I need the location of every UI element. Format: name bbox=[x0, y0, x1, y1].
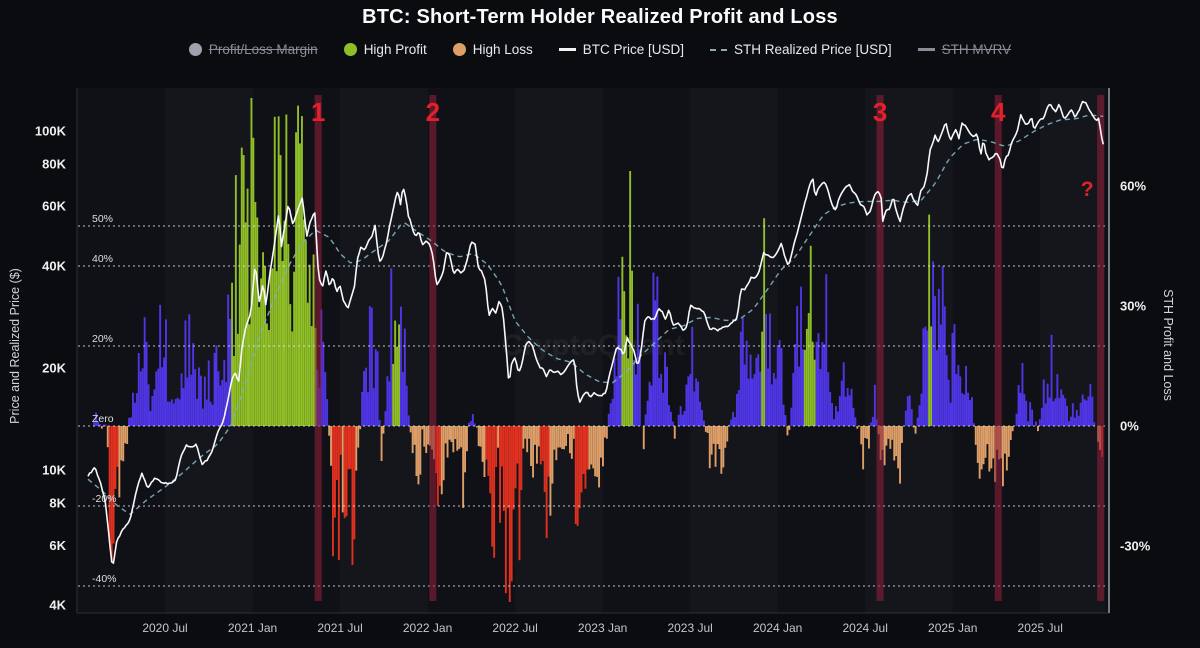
svg-text:-40%: -40% bbox=[92, 573, 117, 585]
svg-text:8K: 8K bbox=[49, 495, 66, 510]
legend-item-label: BTC Price [USD] bbox=[582, 42, 685, 57]
svg-text:20%: 20% bbox=[92, 333, 113, 345]
left-axis-title: Price and Realized Price ($) bbox=[8, 268, 22, 424]
svg-text:2024 Jan: 2024 Jan bbox=[753, 621, 802, 635]
svg-text:2020 Jul: 2020 Jul bbox=[142, 621, 187, 635]
svg-text:60K: 60K bbox=[42, 199, 66, 214]
legend-item-btc-price-usd[interactable]: BTC Price [USD] bbox=[558, 42, 685, 57]
svg-text:40K: 40K bbox=[42, 258, 66, 273]
svg-text:100K: 100K bbox=[35, 124, 67, 139]
svg-text:2022 Jul: 2022 Jul bbox=[492, 621, 537, 635]
svg-text:2023 Jan: 2023 Jan bbox=[578, 621, 627, 635]
legend: Profit/Loss Margin High Profit High Loss BT… bbox=[0, 42, 1200, 57]
event-markers: 1 2 3 4? bbox=[311, 95, 1105, 601]
legend-item-label: STH Realized Price [USD] bbox=[734, 42, 892, 57]
svg-text:1: 1 bbox=[311, 97, 325, 127]
svg-text:2025 Jan: 2025 Jan bbox=[928, 621, 977, 635]
svg-text:6K: 6K bbox=[49, 538, 66, 553]
svg-text:2023 Jul: 2023 Jul bbox=[667, 621, 712, 635]
legend-item-sth-mvrv[interactable]: STH MVRV bbox=[917, 42, 1012, 57]
dashed-line-marker-icon bbox=[710, 48, 728, 51]
svg-text:3: 3 bbox=[873, 97, 887, 127]
svg-text:-30%: -30% bbox=[1120, 539, 1151, 554]
btc-price-line bbox=[87, 100, 1104, 564]
legend-item-sth-realized-price-usd[interactable]: STH Realized Price [USD] bbox=[710, 42, 892, 57]
svg-text:20K: 20K bbox=[42, 361, 66, 376]
legend-item-high-profit[interactable]: High Profit bbox=[343, 42, 427, 57]
svg-text:Zero: Zero bbox=[92, 413, 114, 425]
svg-text:4K: 4K bbox=[49, 598, 66, 613]
legend-item-profit-loss-margin[interactable]: Profit/Loss Margin bbox=[188, 42, 318, 57]
legend-item-high-loss[interactable]: High Loss bbox=[452, 42, 533, 57]
svg-text:?: ? bbox=[1081, 178, 1094, 201]
svg-text:30%: 30% bbox=[1120, 299, 1146, 314]
svg-text:2: 2 bbox=[426, 97, 440, 127]
chart-title: BTC: Short-Term Holder Realized Profit a… bbox=[362, 6, 838, 28]
svg-text:10K: 10K bbox=[42, 463, 66, 478]
price-lines bbox=[87, 100, 1104, 564]
svg-text:2021 Jul: 2021 Jul bbox=[317, 621, 362, 635]
svg-text:80K: 80K bbox=[42, 156, 66, 171]
svg-text:40%: 40% bbox=[92, 253, 113, 265]
right-axis-title: STH Profit and Loss bbox=[1161, 289, 1175, 401]
legend-item-label: High Loss bbox=[472, 42, 533, 57]
svg-text:2025 Jul: 2025 Jul bbox=[1018, 621, 1063, 635]
svg-text:2024 Jul: 2024 Jul bbox=[843, 621, 888, 635]
svg-text:50%: 50% bbox=[92, 213, 113, 225]
circle-marker-icon bbox=[188, 43, 202, 56]
legend-item-label: High Profit bbox=[363, 42, 427, 57]
circle-marker-icon bbox=[452, 43, 466, 56]
svg-text:2021 Jan: 2021 Jan bbox=[228, 621, 277, 635]
legend-item-label: STH MVRV bbox=[941, 42, 1012, 57]
svg-text:60%: 60% bbox=[1120, 179, 1146, 194]
svg-text:2022 Jan: 2022 Jan bbox=[403, 621, 452, 635]
line-marker-icon bbox=[917, 48, 935, 51]
sth-realized-price-line bbox=[87, 114, 1104, 516]
line-marker-icon bbox=[558, 48, 576, 51]
circle-marker-icon bbox=[343, 43, 357, 56]
axes: 100K 80K 60K 40K 20K 10K 8K 6K 4K 60% 30% 0% -30% 202… bbox=[35, 88, 1151, 635]
svg-text:4: 4 bbox=[991, 97, 1006, 127]
legend-item-label: Profit/Loss Margin bbox=[208, 42, 318, 57]
svg-text:0%: 0% bbox=[1120, 419, 1139, 434]
